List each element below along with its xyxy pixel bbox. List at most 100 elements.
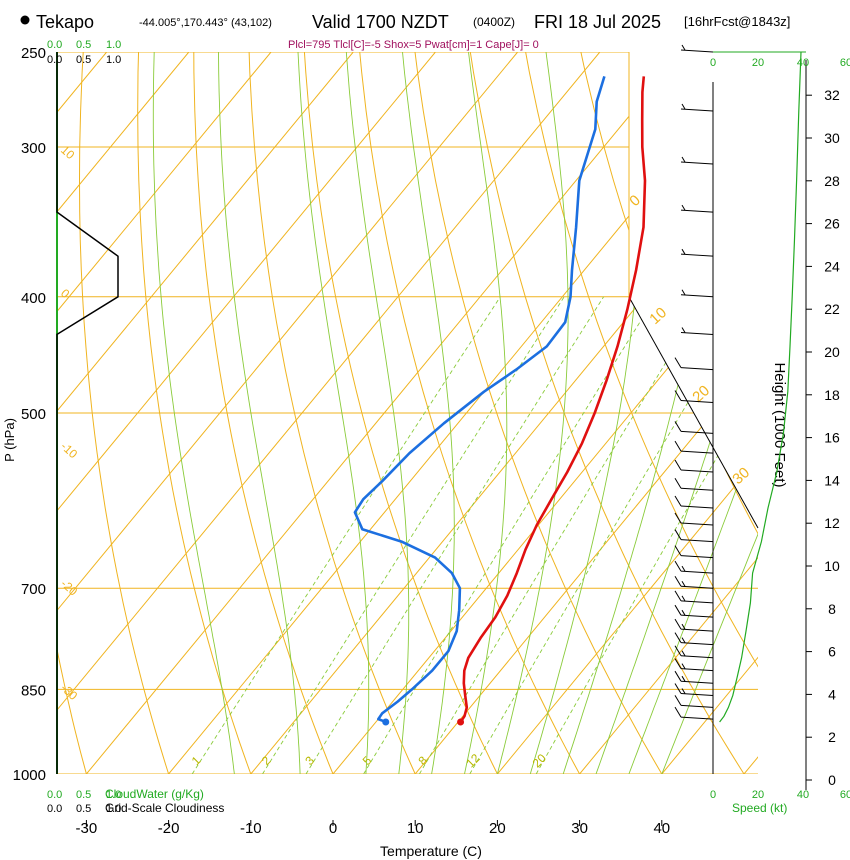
- wind-barb-staff: [680, 430, 714, 434]
- speed-bottom-tick: 20: [752, 789, 764, 801]
- height-tick-label: 12: [824, 515, 840, 531]
- dry-adiabat-line: [137, 52, 252, 774]
- isotherm-label: -20: [58, 577, 80, 599]
- wind-barb-staff: [680, 600, 714, 604]
- wind-barb-icon: [674, 495, 714, 509]
- wind-barb-flag: [674, 478, 682, 489]
- valid-time: Valid 1700 NZDT: [312, 12, 449, 32]
- wind-barb-icon: [674, 560, 714, 574]
- wind-barb-flag: [674, 512, 682, 524]
- cloudiness-top-tick: 0.5: [76, 54, 91, 66]
- wind-barb-half-flag: [681, 580, 686, 587]
- wind-barb-staff: [680, 487, 714, 491]
- wind-barb-staff: [680, 209, 714, 213]
- wind-barb-half-flag: [681, 609, 686, 616]
- pressure-tick-label: 250: [21, 45, 46, 62]
- wind-barb-icon: [680, 44, 714, 53]
- dry-adiabat-line: [57, 52, 87, 774]
- dry-adiabat-line: [247, 52, 416, 774]
- wind-barb-staff: [680, 505, 714, 509]
- wind-barb-flag: [674, 440, 682, 452]
- mixing-ratio-line: [262, 296, 565, 774]
- moist-adiabat-line: [661, 52, 758, 774]
- station-marker-icon: [20, 15, 30, 25]
- height-tick-label: 16: [824, 430, 840, 446]
- temperature-tick-label: 20: [489, 820, 506, 837]
- wind-barb-staff: [680, 570, 714, 574]
- wind-barb-staff: [680, 399, 714, 403]
- wind-barb-icon: [674, 357, 714, 371]
- isotherm-label: 10: [58, 143, 78, 163]
- isotherm-line: [332, 52, 758, 774]
- isotherm-line: [57, 52, 272, 774]
- cloud-water-bottom-tick: 1.0: [106, 789, 121, 801]
- moist-adiabat-line: [496, 52, 569, 774]
- pressure-tick-label: 400: [21, 290, 46, 307]
- height-tick-label: 28: [824, 173, 840, 189]
- wind-barb-half-flag: [681, 650, 686, 657]
- wind-barb-flag: [674, 618, 682, 630]
- wind-barb-flag: [674, 421, 682, 432]
- wind-barb-half-flag: [681, 156, 686, 163]
- dewpoint-line: [353, 76, 606, 724]
- dry-adiabat-line: [411, 52, 663, 774]
- isotherm-line: [57, 52, 190, 774]
- height-axis-label: Height (1000 Feet): [771, 362, 788, 487]
- moist-adiabat-line: [152, 52, 235, 774]
- wind-barb-flag: [674, 645, 682, 657]
- wind-barb-icon: [674, 683, 714, 696]
- cloudiness-label: Grid-Scale Cloudiness: [105, 801, 224, 815]
- wind-barb-flag: [674, 495, 682, 507]
- height-tick-label: 0: [828, 772, 836, 788]
- temperature-tick-label: -20: [158, 820, 180, 837]
- dry-adiabat-label: 10: [646, 304, 670, 328]
- wind-barb-flag: [674, 560, 682, 572]
- wind-barb-icon: [674, 632, 714, 646]
- wind-barb-icon: [674, 390, 714, 403]
- wind-barb-half-flag: [681, 688, 686, 694]
- wind-barb-staff: [680, 294, 714, 298]
- isotherm-line: [57, 52, 601, 774]
- isotherm-label: 0: [58, 286, 73, 301]
- mixing-ratio-label: 1: [189, 753, 204, 768]
- wind-panel-boundary: [628, 296, 759, 529]
- speed-bottom-tick: 40: [797, 789, 809, 801]
- dry-adiabat-line: [466, 52, 745, 774]
- wind-barb-staff: [680, 539, 714, 543]
- moist-adiabat-line: [345, 52, 410, 774]
- wind-barb-icon: [674, 440, 714, 454]
- cloud-water-bottom-tick: 0.5: [76, 789, 91, 801]
- wind-barb-icon: [680, 204, 714, 213]
- cloud-water-bottom-tick: 0.0: [47, 789, 62, 801]
- indices-line: Plcl=795 Tlcl[C]=-5 Shox=5 Pwat[cm]=1 Ca…: [288, 39, 539, 51]
- wind-barb-icon: [674, 618, 714, 632]
- valid-date: FRI 18 Jul 2025: [534, 12, 661, 32]
- dry-adiabat-line: [193, 52, 334, 774]
- cloudiness-top-tick: 0.0: [47, 54, 62, 66]
- wind-barb-half-flag: [681, 103, 686, 110]
- moist-adiabat-line: [628, 52, 758, 774]
- cloud-water-top-tick: 1.0: [106, 39, 121, 51]
- forecast-info: [16hrFcst@1843z]: [684, 14, 790, 29]
- height-tick-label: 8: [828, 601, 836, 617]
- wind-barb-half-flag: [681, 248, 686, 255]
- wind-barb-icon: [674, 478, 714, 491]
- mixing-ratio-line: [363, 296, 657, 774]
- station-name: Tekapo: [36, 12, 94, 32]
- wind-barb-icon: [674, 670, 714, 684]
- mixing-ratio-line: [469, 296, 752, 774]
- wind-barb-staff: [680, 522, 714, 526]
- height-tick-label: 10: [824, 558, 840, 574]
- isotherm-label: -10: [58, 439, 80, 461]
- station-coords: -44.005°,170.443° (43,102): [139, 17, 272, 29]
- wind-barb-icon: [680, 156, 714, 165]
- wind-barb-flag: [674, 683, 682, 694]
- wind-barb-icon: [674, 459, 714, 473]
- wind-barb-half-flag: [681, 663, 686, 669]
- wind-barb-icon: [674, 604, 714, 618]
- height-tick-label: 24: [824, 258, 840, 274]
- x-axis-label: Temperature (C): [380, 843, 482, 859]
- height-tick-label: 2: [828, 729, 836, 745]
- dry-adiabat-line: [78, 52, 170, 774]
